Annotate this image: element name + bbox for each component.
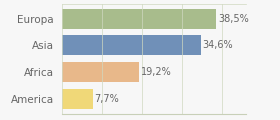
Bar xyxy=(62,89,92,109)
Bar xyxy=(62,35,200,55)
Text: 19,2%: 19,2% xyxy=(141,67,171,77)
Text: 38,5%: 38,5% xyxy=(218,14,249,24)
Bar xyxy=(62,9,216,29)
Text: 34,6%: 34,6% xyxy=(203,40,233,50)
Bar xyxy=(62,62,139,82)
Text: 7,7%: 7,7% xyxy=(95,94,119,104)
